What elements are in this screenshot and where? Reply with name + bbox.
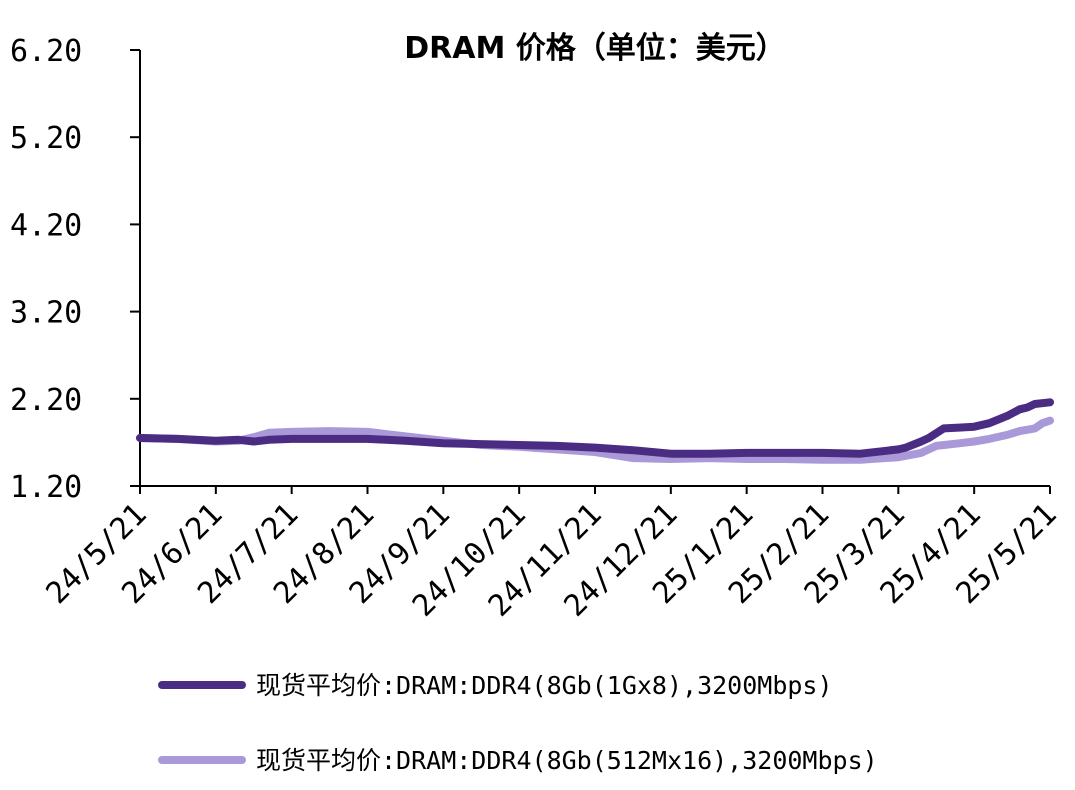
series-layer (136, 398, 1054, 464)
legend-label-series-1: 现货平均价:DRAM:DDR4(8Gb(1Gx8),3200Mbps) (256, 671, 833, 700)
legend-label-series-2: 现货平均价:DRAM:DDR4(8Gb(512Mx16),3200Mbps) (256, 746, 878, 775)
y-tick-label: 1.20 (10, 470, 82, 505)
y-tick-label: 6.20 (10, 34, 82, 69)
x-axis-ticks: 24/5/2124/6/2124/7/2124/8/2124/9/2124/10… (40, 486, 1064, 624)
y-tick-label: 4.20 (10, 208, 82, 243)
series-line-2 (136, 416, 1054, 464)
y-axis-ticks: 6.20 5.20 4.20 3.20 2.20 1.20 (10, 34, 140, 505)
series-line-1 (136, 398, 1054, 458)
legend: 现货平均价:DRAM:DDR4(8Gb(1Gx8),3200Mbps) 现货平均… (158, 671, 878, 775)
chart-title: DRAM 价格（单位：美元） (404, 31, 786, 66)
y-tick-label: 2.20 (10, 383, 82, 418)
y-tick-label: 5.20 (10, 121, 82, 156)
y-tick-label: 3.20 (10, 296, 82, 331)
